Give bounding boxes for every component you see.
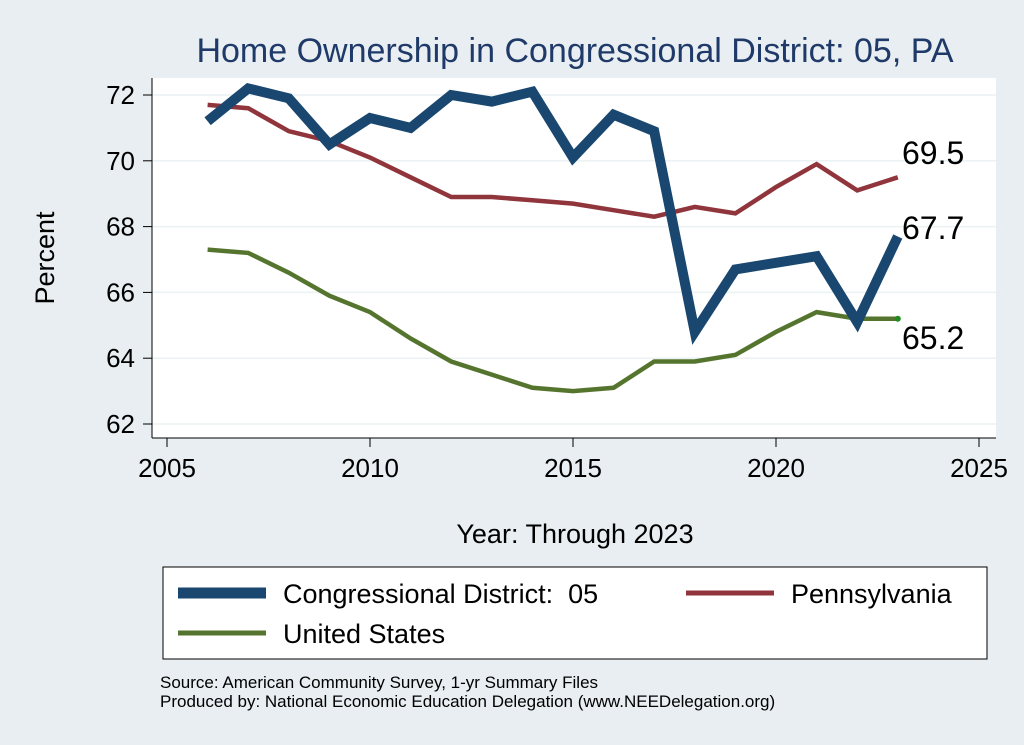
source-note: Source: American Community Survey, 1-yr … <box>160 673 598 692</box>
series-lines <box>204 82 903 394</box>
united-states-end-marker <box>894 315 901 322</box>
legend-label-district: Congressional District: 05 <box>283 579 598 609</box>
y-tick-label: 70 <box>106 146 135 176</box>
producer-note: Produced by: National Economic Education… <box>160 692 775 711</box>
y-axis-label: Percent <box>30 211 60 305</box>
series-line-congressional-district-05 <box>204 82 903 345</box>
legend-box <box>162 566 988 660</box>
legend-label-pennsylvania: Pennsylvania <box>791 579 953 609</box>
end-labels: 67.7 69.5 65.2 <box>902 135 964 356</box>
y-tick-label: 64 <box>106 343 135 373</box>
x-tick-label: 2010 <box>341 453 399 483</box>
x-axis-label: Year: Through 2023 <box>456 519 693 549</box>
x-tick-label: 2015 <box>544 453 602 483</box>
legend-label-united-states: United States <box>283 619 445 649</box>
legend: Congressional District: 05 Pennsylvania … <box>162 566 988 660</box>
y-tick-label: 66 <box>106 277 135 307</box>
end-label-united-states: 65.2 <box>902 320 964 356</box>
y-tick-label: 72 <box>106 80 135 110</box>
x-ticks: 2005 2010 2015 2020 2025 <box>138 438 1008 483</box>
plot-area <box>152 78 996 438</box>
y-tick-label: 68 <box>106 212 135 242</box>
end-label-district: 67.7 <box>902 210 964 246</box>
x-tick-label: 2025 <box>950 453 1008 483</box>
end-label-pennsylvania: 69.5 <box>902 135 964 171</box>
y-tick-label: 62 <box>106 409 135 439</box>
x-tick-label: 2020 <box>747 453 805 483</box>
chart-title: Home Ownership in Congressional District… <box>196 32 953 70</box>
x-tick-label: 2005 <box>138 453 196 483</box>
series-line-united-states <box>207 247 898 394</box>
y-ticks: 62 64 66 68 70 72 <box>106 80 152 439</box>
